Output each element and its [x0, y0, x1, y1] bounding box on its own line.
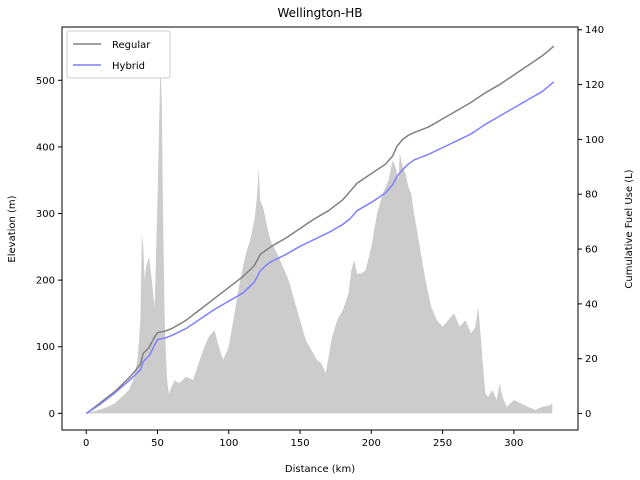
y2-tick-label: 80 — [585, 190, 598, 201]
x-tick-label: 0 — [83, 438, 89, 449]
plot-frame — [61, 26, 579, 431]
x-axis: 0 50 100 150 200 250 300 — [83, 430, 523, 449]
y-tick-label: 100 — [36, 342, 55, 353]
series-line-regular — [85, 45, 555, 415]
y2-tick-label: 140 — [585, 25, 604, 36]
x-tick-label: 50 — [151, 438, 164, 449]
x-axis-label: Distance (km) — [285, 464, 355, 475]
y-axis-label: Elevation (m) — [7, 195, 18, 262]
y-tick-label: 0 — [49, 409, 55, 420]
x-tick-label: 150 — [290, 438, 309, 449]
y2-tick-label: 60 — [585, 245, 598, 256]
y2-axis-label: Cumulative Fuel Use (L) — [624, 169, 635, 288]
y2-tick-label: 0 — [585, 409, 591, 420]
series-layer — [85, 45, 555, 415]
y2-tick-label: 100 — [585, 135, 604, 146]
y-tick-label: 300 — [36, 209, 55, 220]
series-line-hybrid — [85, 81, 555, 415]
y2-tick-label: 40 — [585, 299, 598, 310]
y2-tick-label: 120 — [585, 80, 604, 91]
legend: Regular Hybrid — [66, 30, 171, 79]
x-tick-label: 300 — [504, 438, 523, 449]
y2-tick-label: 20 — [585, 354, 598, 365]
x-tick-label: 200 — [362, 438, 381, 449]
chart-title: Wellington-HB — [277, 6, 362, 20]
x-tick-label: 100 — [219, 438, 238, 449]
legend-label-hybrid: Hybrid — [112, 61, 145, 72]
elevation-area-layer — [86, 66, 553, 414]
y-tick-label: 400 — [36, 142, 55, 153]
elevation-area — [86, 66, 553, 414]
y-tick-label: 200 — [36, 276, 55, 287]
y-tick-label: 500 — [36, 76, 55, 87]
y-axis-left: 0 100 200 300 400 500 — [36, 76, 62, 420]
legend-box — [66, 30, 171, 79]
legend-label-regular: Regular — [112, 40, 151, 51]
y-axis-right: 0 20 40 60 80 100 120 140 — [578, 25, 604, 420]
x-tick-label: 250 — [433, 438, 452, 449]
